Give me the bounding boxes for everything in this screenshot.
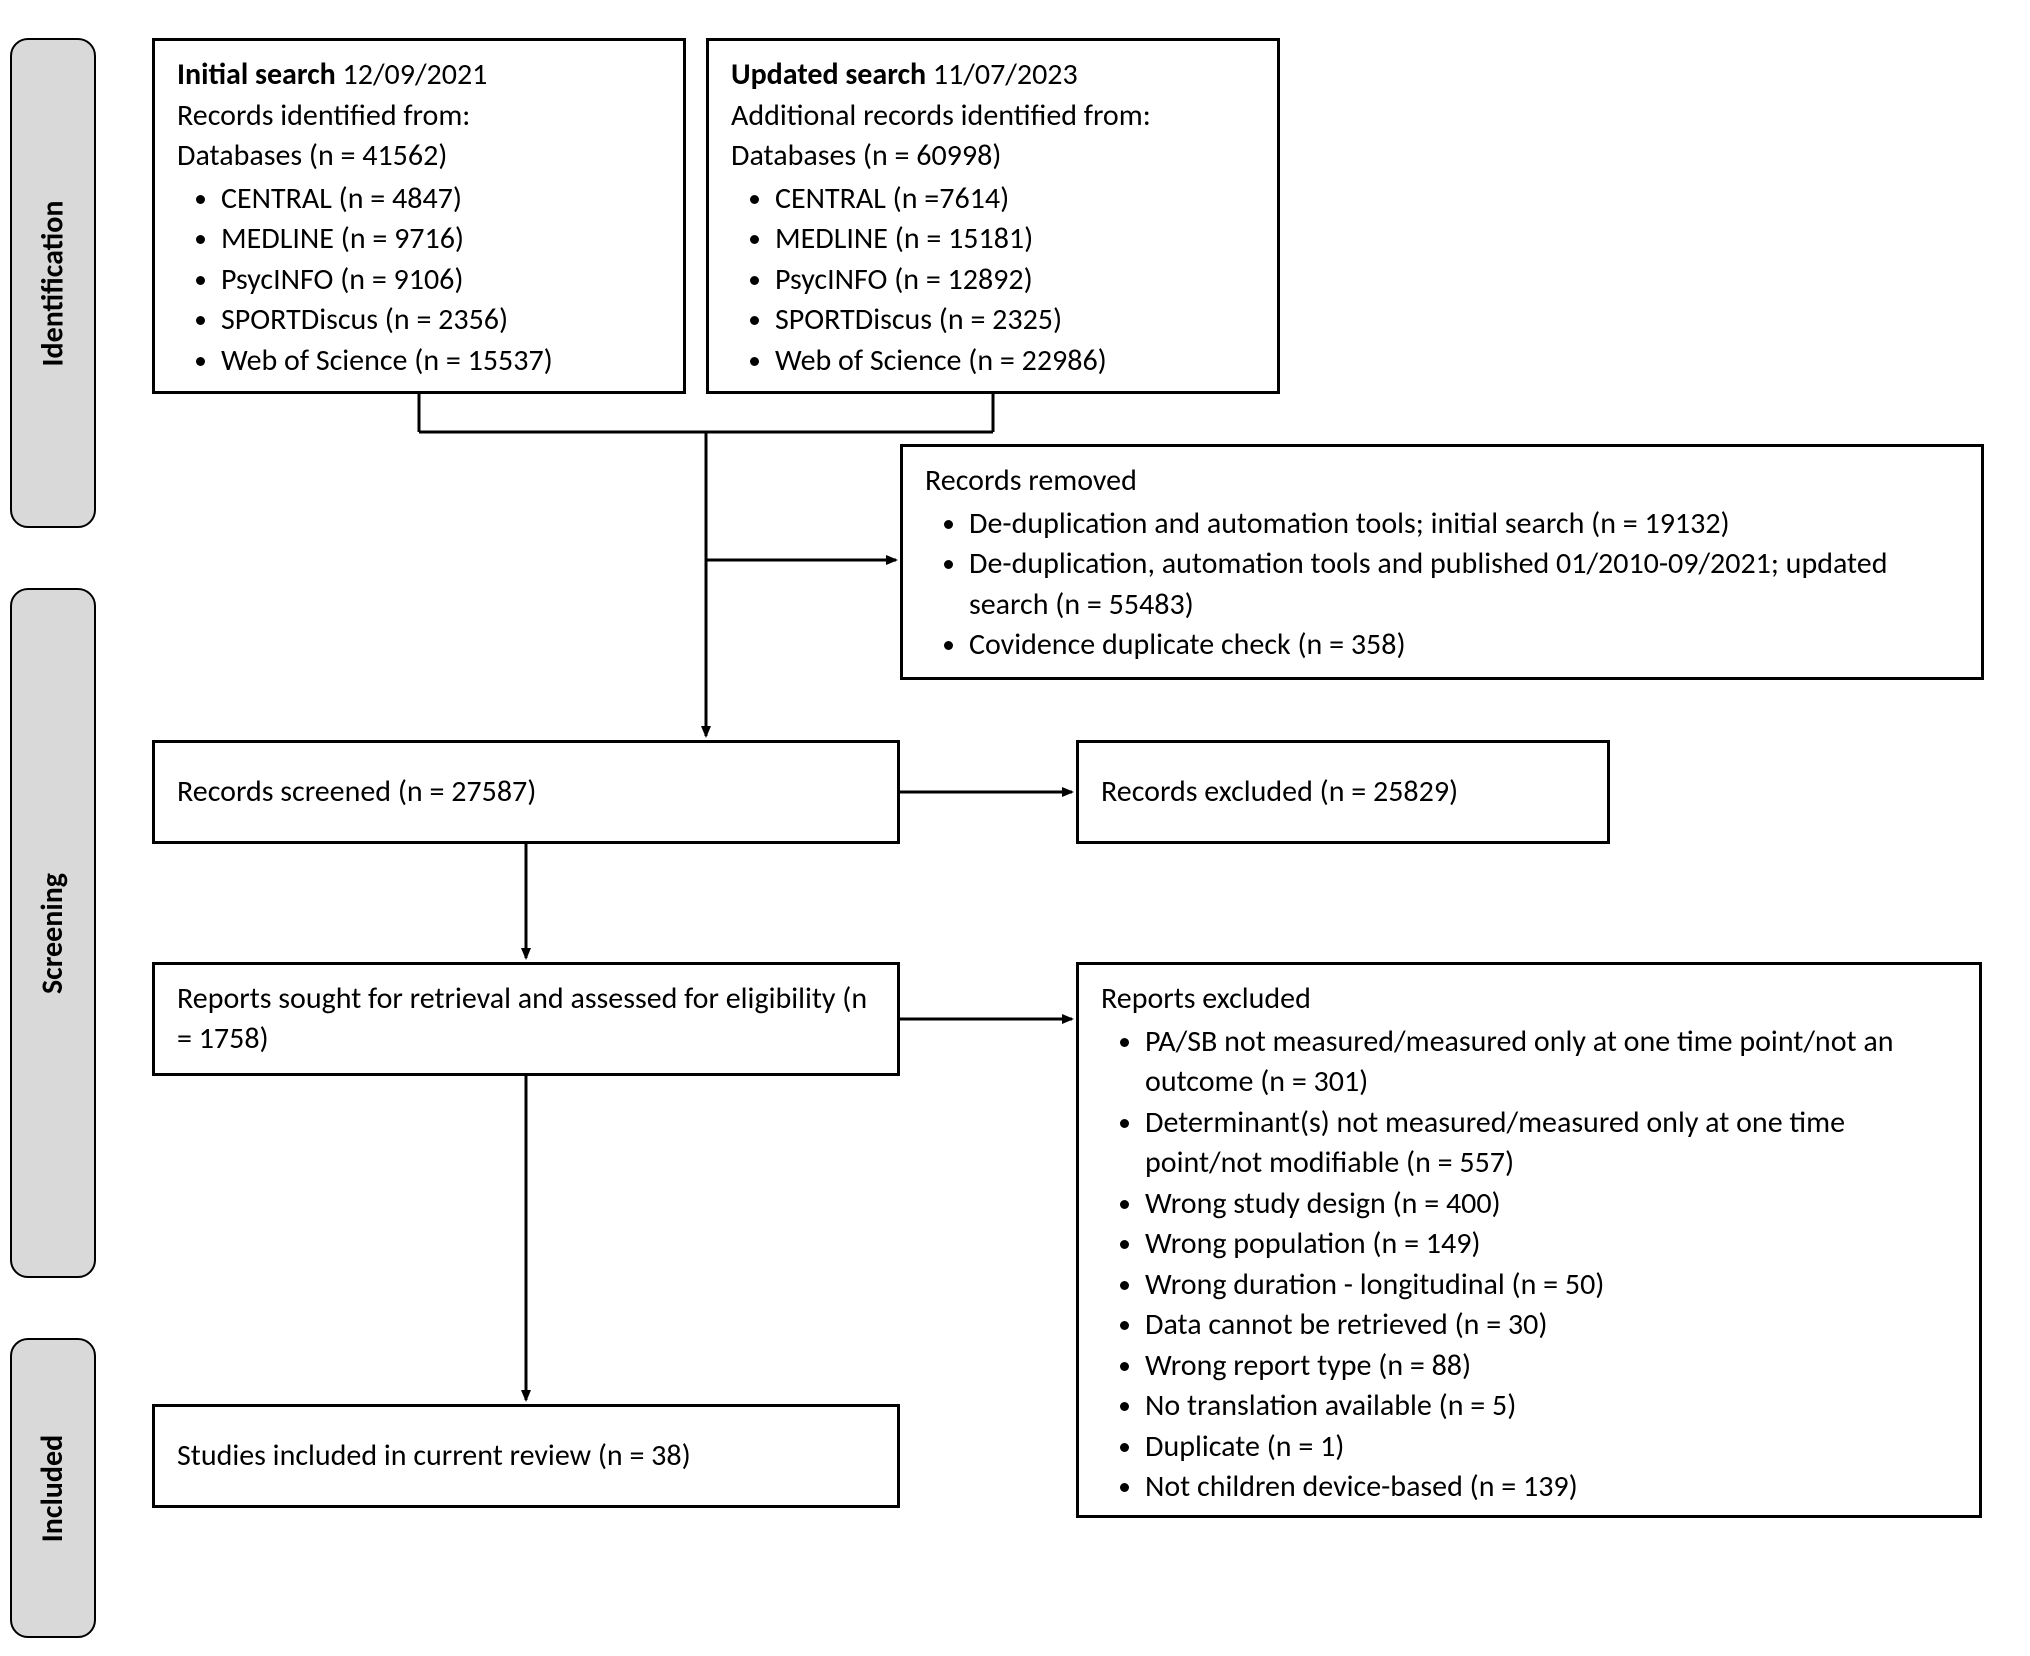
flow-connectors xyxy=(0,0,2030,1656)
